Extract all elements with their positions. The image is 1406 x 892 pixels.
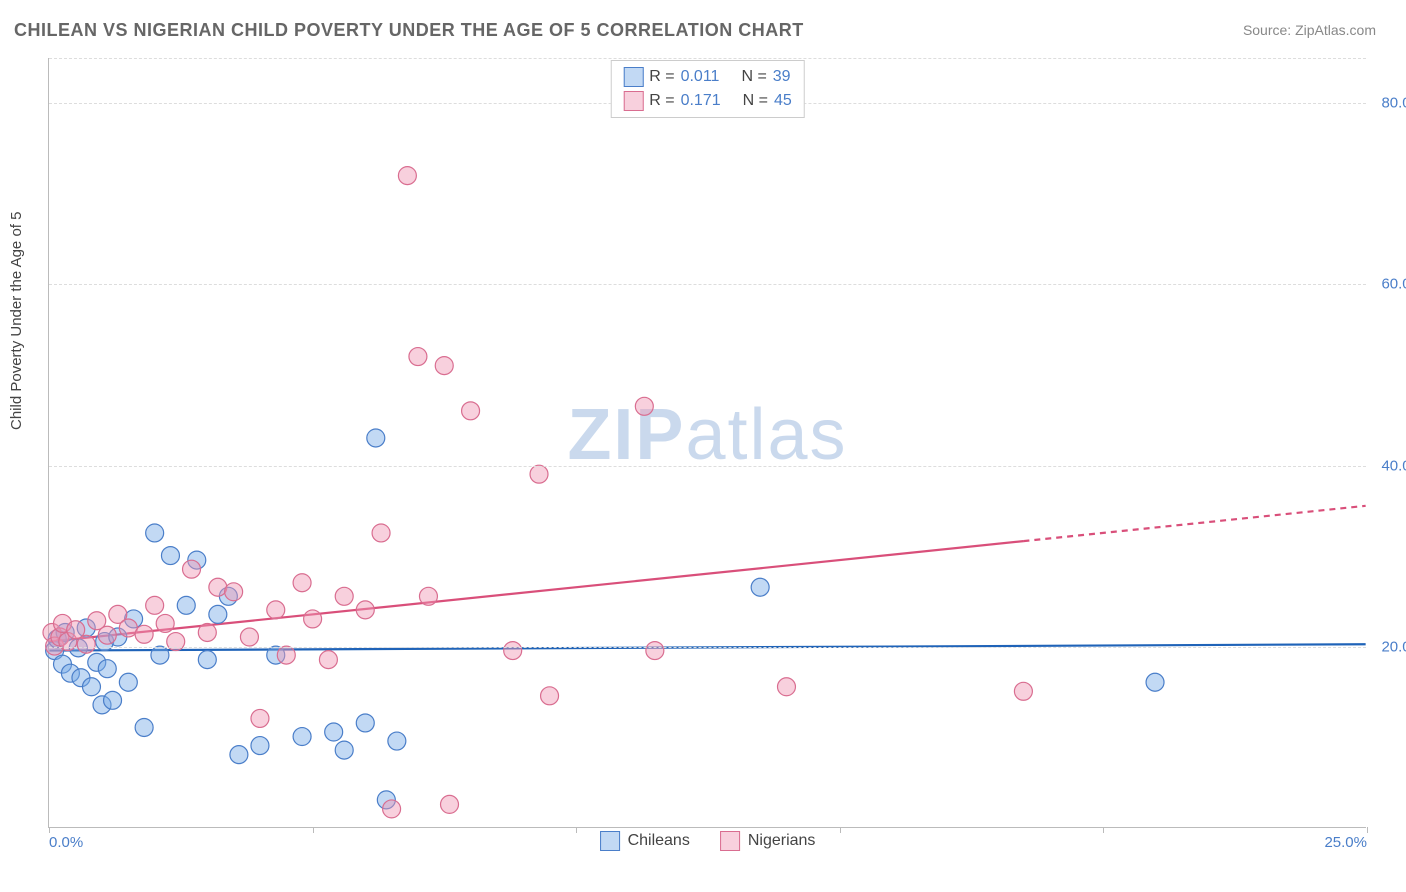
y-tick-label: 40.0% (1381, 457, 1406, 474)
legend-series: Chileans Nigerians (600, 831, 816, 851)
data-point (1146, 673, 1164, 691)
data-point (635, 397, 653, 415)
data-point (251, 737, 269, 755)
y-tick-label: 80.0% (1381, 95, 1406, 112)
data-point (198, 623, 216, 641)
legend-stats-row: R = 0.171 N = 45 (623, 89, 792, 113)
data-point (356, 714, 374, 732)
data-point (161, 547, 179, 565)
data-point (367, 429, 385, 447)
legend-r-value: 0.011 (681, 68, 720, 86)
x-tick-mark (313, 827, 314, 833)
data-point (335, 741, 353, 759)
data-point (167, 633, 185, 651)
data-point (409, 348, 427, 366)
data-point (293, 728, 311, 746)
data-point (388, 732, 406, 750)
data-point (293, 574, 311, 592)
data-point (646, 642, 664, 660)
data-point (82, 678, 100, 696)
legend-series-name: Nigerians (748, 832, 816, 850)
data-point (267, 601, 285, 619)
x-tick-mark (49, 827, 50, 833)
legend-swatch (623, 91, 643, 111)
legend-stats-box: R = 0.011 N = 39 R = 0.171 N = 45 (610, 60, 805, 118)
data-point (209, 578, 227, 596)
data-point (541, 687, 559, 705)
source-attribution: Source: ZipAtlas.com (1243, 22, 1376, 38)
x-tick-mark (1367, 827, 1368, 833)
scatter-plot-svg (49, 58, 1366, 827)
data-point (325, 723, 343, 741)
data-point (441, 795, 459, 813)
data-point (240, 628, 258, 646)
data-point (183, 560, 201, 578)
x-tick-mark (576, 827, 577, 833)
gridline-horizontal (49, 647, 1366, 648)
data-point (146, 524, 164, 542)
data-point (356, 601, 374, 619)
data-point (177, 596, 195, 614)
legend-stats-row: R = 0.011 N = 39 (623, 65, 792, 89)
chart-container: CHILEAN VS NIGERIAN CHILD POVERTY UNDER … (0, 0, 1406, 892)
data-point (419, 587, 437, 605)
data-point (98, 660, 116, 678)
data-point (135, 625, 153, 643)
legend-n-value: 45 (774, 92, 792, 110)
data-point (119, 673, 137, 691)
legend-n-label: N = (741, 68, 766, 86)
data-point (504, 642, 522, 660)
legend-swatch (720, 831, 740, 851)
data-point (135, 718, 153, 736)
data-point (98, 626, 116, 644)
data-point (304, 610, 322, 628)
legend-series-item: Chileans (600, 831, 690, 851)
legend-n-label: N = (743, 92, 768, 110)
legend-swatch (623, 67, 643, 87)
legend-r-value: 0.171 (681, 92, 721, 110)
legend-r-label: R = (649, 68, 674, 86)
data-point (1014, 682, 1032, 700)
legend-n-value: 39 (773, 68, 791, 86)
y-axis-label: Child Poverty Under the Age of 5 (8, 212, 25, 430)
data-point (230, 746, 248, 764)
data-point (146, 596, 164, 614)
data-point (156, 614, 174, 632)
data-point (335, 587, 353, 605)
data-point (151, 646, 169, 664)
data-point (77, 635, 95, 653)
x-tick-label: 25.0% (1324, 834, 1367, 851)
chart-title: CHILEAN VS NIGERIAN CHILD POVERTY UNDER … (14, 20, 804, 41)
legend-series-item: Nigerians (720, 831, 816, 851)
plot-area: ZIPatlas R = 0.011 N = 39 R = 0.171 N = … (48, 58, 1366, 828)
data-point (383, 800, 401, 818)
legend-swatch (600, 831, 620, 851)
data-point (751, 578, 769, 596)
data-point (209, 605, 227, 623)
x-tick-label: 0.0% (49, 834, 83, 851)
data-point (777, 678, 795, 696)
x-tick-mark (1103, 827, 1104, 833)
legend-series-name: Chileans (628, 832, 690, 850)
data-point (462, 402, 480, 420)
data-point (435, 357, 453, 375)
data-point (398, 167, 416, 185)
trend-line-dashed (1023, 506, 1365, 541)
legend-r-label: R = (649, 92, 674, 110)
data-point (104, 691, 122, 709)
gridline-horizontal (49, 466, 1366, 467)
y-tick-label: 60.0% (1381, 276, 1406, 293)
gridline-horizontal (49, 284, 1366, 285)
gridline-horizontal (49, 58, 1366, 59)
data-point (198, 651, 216, 669)
y-tick-label: 20.0% (1381, 638, 1406, 655)
x-tick-mark (840, 827, 841, 833)
data-point (277, 646, 295, 664)
data-point (251, 709, 269, 727)
data-point (319, 651, 337, 669)
data-point (225, 583, 243, 601)
data-point (372, 524, 390, 542)
data-point (530, 465, 548, 483)
